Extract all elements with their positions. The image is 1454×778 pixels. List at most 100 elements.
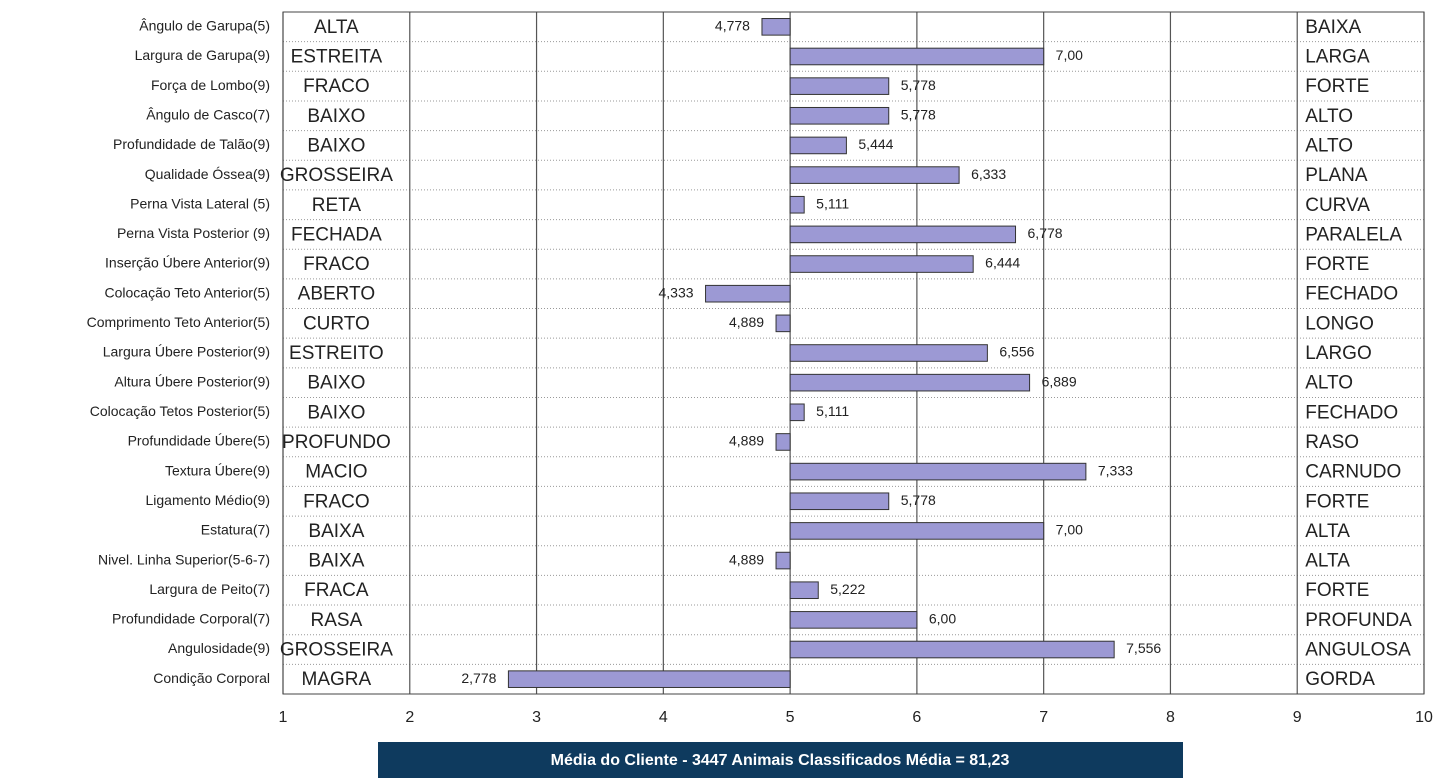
x-tick-label: 10	[1415, 709, 1433, 726]
bar	[789, 403, 805, 422]
bar	[789, 581, 819, 600]
high-label: GORDA	[1305, 669, 1375, 690]
high-label: ALTO	[1305, 373, 1353, 394]
bar	[789, 462, 1087, 481]
bar	[789, 373, 1031, 392]
value-label: 6,889	[1042, 373, 1077, 389]
category-label: Altura Úbere Posterior(9)	[114, 373, 270, 389]
x-tick-label: 7	[1039, 709, 1048, 726]
category-label: Profundidade Úbere(5)	[128, 433, 270, 449]
value-label: 4,889	[729, 433, 764, 449]
low-label: RASA	[311, 610, 363, 631]
x-tick-label: 9	[1293, 709, 1302, 726]
category-label: Largura de Garupa(9)	[135, 47, 270, 63]
low-label: CURTO	[303, 313, 370, 334]
value-label: 4,889	[729, 551, 764, 567]
value-label: 5,778	[901, 77, 936, 93]
category-label: Força de Lombo(9)	[151, 77, 270, 93]
high-label: FORTE	[1305, 491, 1369, 512]
high-label: FORTE	[1305, 254, 1369, 275]
low-label: BAIXA	[308, 551, 364, 572]
high-label: LONGO	[1305, 313, 1374, 334]
category-label: Qualidade Óssea(9)	[145, 166, 270, 182]
category-label: Profundidade de Talão(9)	[113, 136, 270, 152]
value-label: 7,333	[1098, 462, 1133, 478]
bar	[761, 18, 791, 36]
high-label: LARGA	[1305, 46, 1370, 67]
bar	[789, 344, 988, 362]
bar	[789, 47, 1045, 66]
plot-frame	[282, 11, 1425, 695]
x-tick-label: 3	[532, 709, 541, 726]
low-label: ALTA	[314, 17, 359, 38]
low-label: RETA	[312, 195, 362, 216]
value-label: 7,00	[1056, 522, 1083, 538]
x-tick-label: 1	[279, 709, 288, 726]
low-label: FRACO	[303, 491, 370, 512]
bar	[789, 106, 890, 125]
low-label: BAIXA	[308, 521, 364, 542]
value-label: 5,111	[816, 403, 849, 419]
value-label: 6,556	[999, 344, 1034, 360]
low-label: FRACO	[303, 76, 370, 97]
value-label: 5,778	[901, 492, 936, 508]
value-label: 6,444	[985, 255, 1020, 271]
high-label: ALTO	[1305, 106, 1353, 127]
category-label: Condição Corporal	[153, 670, 270, 686]
category-label: Ângulo de Casco(7)	[146, 106, 270, 122]
high-label: FECHADO	[1305, 284, 1398, 305]
low-label: BAIXO	[307, 402, 365, 423]
category-label: Largura Úbere Posterior(9)	[103, 344, 270, 360]
low-label: MAGRA	[302, 669, 372, 690]
high-label: CURVA	[1305, 195, 1370, 216]
high-label: FORTE	[1305, 76, 1369, 97]
high-label: PARALELA	[1305, 224, 1402, 245]
value-label: 5,111	[816, 195, 849, 211]
high-label: ALTA	[1305, 521, 1350, 542]
low-label: GROSSEIRA	[280, 165, 393, 186]
category-label: Profundidade Corporal(7)	[112, 611, 270, 627]
low-label: FECHADA	[291, 224, 382, 245]
bar	[789, 77, 890, 95]
x-tick-label: 8	[1166, 709, 1175, 726]
bar	[775, 551, 791, 570]
x-tick-label: 6	[912, 709, 921, 726]
bar	[789, 255, 974, 273]
high-label: PROFUNDA	[1305, 610, 1412, 631]
high-label: CARNUDO	[1305, 462, 1401, 483]
low-label: PROFUNDO	[282, 432, 391, 453]
category-label: Nivel. Linha Superior(5-6-7)	[98, 551, 270, 567]
low-label: FRACO	[303, 254, 370, 275]
value-label: 4,333	[659, 284, 694, 300]
bar	[507, 670, 791, 688]
category-label: Colocação Tetos Posterior(5)	[90, 403, 270, 419]
category-label: Perna Vista Lateral (5)	[130, 195, 270, 211]
bar	[789, 195, 805, 214]
value-label: 4,778	[715, 18, 750, 34]
category-label: Inserção Úbere Anterior(9)	[105, 255, 270, 271]
high-label: RASO	[1305, 432, 1359, 453]
low-label: BAIXO	[307, 106, 365, 127]
bar	[775, 433, 791, 451]
low-label: BAIXO	[307, 373, 365, 394]
high-label: ANGULOSA	[1305, 640, 1411, 661]
footer-box	[378, 742, 1183, 778]
bar	[789, 166, 960, 184]
bar	[775, 314, 791, 333]
value-label: 2,778	[461, 670, 496, 686]
category-label: Estatura(7)	[201, 522, 270, 538]
category-label: Ligamento Médio(9)	[145, 492, 270, 508]
low-label: FRACA	[304, 580, 369, 601]
category-label: Angulosidade(9)	[168, 640, 270, 656]
category-label: Comprimento Teto Anterior(5)	[87, 314, 270, 330]
value-label: 4,889	[729, 314, 764, 330]
value-label: 7,556	[1126, 640, 1161, 656]
high-label: FORTE	[1305, 580, 1369, 601]
bar	[789, 136, 847, 155]
bar	[789, 522, 1045, 540]
category-label: Ângulo de Garupa(5)	[139, 18, 270, 34]
value-label: 5,778	[901, 106, 936, 122]
x-tick-label: 4	[659, 709, 668, 726]
category-label: Textura Úbere(9)	[165, 462, 270, 478]
